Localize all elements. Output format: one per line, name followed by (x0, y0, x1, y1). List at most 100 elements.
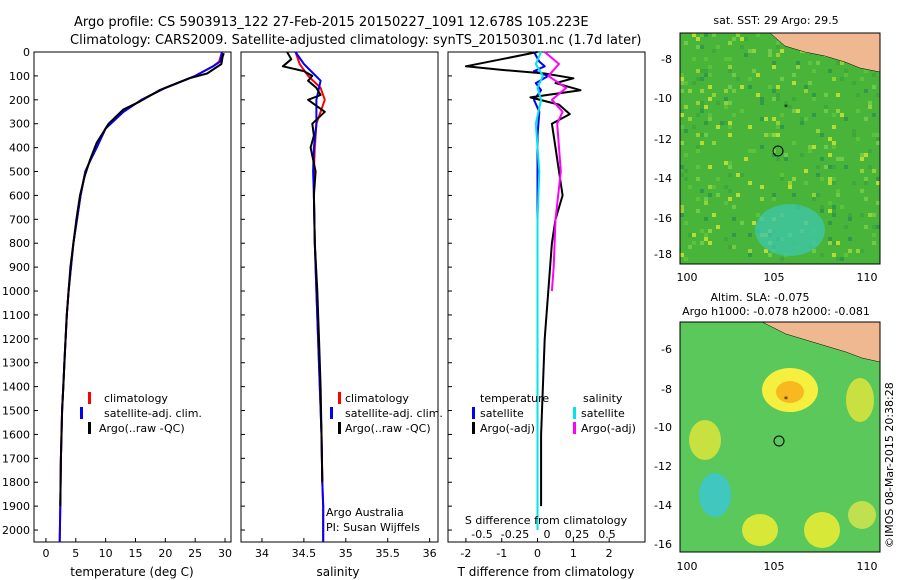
x-tick-label: 0 (42, 547, 49, 560)
sst-pixel (840, 205, 844, 209)
sst-pixel (832, 125, 836, 129)
sst-pixel (688, 89, 692, 93)
sst-pixel (732, 233, 736, 237)
x-tick-label: 20 (158, 547, 172, 560)
sst-pixel (844, 225, 848, 229)
sst-pixel (700, 241, 704, 245)
sst-pixel (840, 257, 844, 261)
map2-ytick: -6 (661, 343, 672, 356)
sst-pixel (772, 193, 776, 197)
sst-pixel (748, 77, 752, 81)
sst-pixel (732, 73, 736, 77)
sst-pixel (876, 141, 880, 145)
x-tick-label: 36 (423, 547, 437, 560)
sst-pixel (712, 93, 716, 97)
sst-pixel (864, 181, 868, 185)
sst-pixel (836, 157, 840, 161)
sla-patch-south2 (804, 512, 840, 548)
sst-pixel (776, 45, 780, 49)
sst-pixel (828, 137, 832, 141)
legend3-s-satellite: satellite (581, 407, 625, 420)
series-line-salinity-satellite (534, 51, 544, 530)
sst-pixel (728, 133, 732, 137)
sst-pixel (728, 57, 732, 61)
sst-pixel (808, 149, 812, 153)
legend2-satellite-swatch (330, 407, 333, 419)
series-line-satellite-adj-clim- (58, 51, 223, 543)
sst-pixel (808, 61, 812, 65)
sst-pixel (700, 133, 704, 137)
sst-pixel (776, 93, 780, 97)
map1-ytick: -14 (654, 172, 672, 185)
sst-pixel (772, 117, 776, 121)
sst-pixel (832, 253, 836, 257)
sst-map: * (679, 32, 881, 265)
series-line-satellite-adj-clim- (294, 51, 325, 542)
sst-pixel (696, 197, 700, 201)
series-line-salinity-argo-adj- (544, 51, 568, 292)
sst-pixel (832, 77, 836, 81)
depth-tick-label: 1400 (2, 381, 30, 394)
legend-satellite-swatch (80, 407, 83, 419)
temperature-legend: climatology satellite-adj. clim. Argo(..… (80, 392, 202, 435)
sst-pixel (732, 89, 736, 93)
sst-pixel (740, 221, 744, 225)
sst-pixel (772, 153, 776, 157)
legend-argo: Argo(..raw -QC) (99, 422, 185, 435)
depth-tick-label: 1600 (2, 428, 30, 441)
sst-pixel (728, 121, 732, 125)
salinity-plot: 34 34.5 35 35.5 36 (255, 51, 437, 560)
sst-pixel (772, 197, 776, 201)
depth-tick-label: 500 (9, 166, 30, 179)
sla-map: * (679, 321, 881, 553)
legend3-t-argo: Argo(-adj) (480, 422, 535, 435)
sst-pixel (784, 153, 788, 157)
sst-pixel (712, 49, 716, 53)
map2-ytick: -10 (654, 421, 672, 434)
sst-pixel (752, 49, 756, 53)
sst-pixel (816, 165, 820, 169)
sst-pixel (812, 69, 816, 73)
sst-pixel (784, 157, 788, 161)
sst-pixel (736, 193, 740, 197)
sst-pixel (764, 249, 768, 253)
sst-pixel (728, 85, 732, 89)
sst-pixel (692, 241, 696, 245)
sla-peak-patch (776, 381, 804, 403)
series-line-climatology (294, 51, 326, 542)
sst-pixel (860, 157, 864, 161)
depth-tick-label: 100 (9, 70, 30, 83)
map2-xticks: 100 105 110 (677, 560, 878, 573)
sst-pixel (712, 141, 716, 145)
sst-pixel (684, 169, 688, 173)
sst-pixel (696, 45, 700, 49)
sst-pixel (696, 101, 700, 105)
sst-pixel (680, 125, 684, 129)
map1-ytick: -12 (654, 133, 672, 146)
sst-pixel (872, 85, 876, 89)
sst-pixel (768, 253, 772, 257)
sst-pixel (816, 173, 820, 177)
x-tick-label: -1 (496, 547, 507, 560)
sst-pixel (716, 125, 720, 129)
map1-ytick: -18 (654, 248, 672, 261)
sst-pixel (748, 249, 752, 253)
sst-pixel (700, 89, 704, 93)
sst-pixel (708, 117, 712, 121)
map2-ytick: -12 (654, 460, 672, 473)
sst-pixel (684, 105, 688, 109)
sst-pixel (724, 161, 728, 165)
sst-pixel (788, 185, 792, 189)
sst-pixel (844, 117, 848, 121)
sst-pixel (780, 113, 784, 117)
sst-pixel (872, 225, 876, 229)
sst-pixel (876, 181, 880, 185)
sst-pixel (816, 61, 820, 65)
sst-pixel (876, 177, 880, 181)
sst-pixel (772, 133, 776, 137)
sst-pixel (804, 169, 808, 173)
sla-low-patch (699, 473, 731, 517)
sst-pixel (860, 189, 864, 193)
sla-patch-west (689, 420, 721, 460)
sst-pixel (864, 117, 868, 121)
